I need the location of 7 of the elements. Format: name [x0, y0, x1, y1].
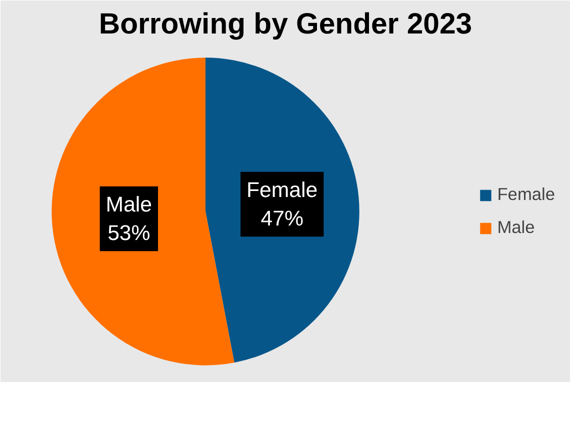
slice-label: Female: [246, 178, 318, 202]
chart-title: Borrowing by Gender 2023: [98, 8, 472, 40]
data-label: 47%: [260, 206, 304, 231]
data-label: 53%: [108, 221, 150, 246]
legend-label: Male: [497, 217, 535, 238]
legend-label: Female: [497, 184, 555, 205]
slice-label: Male: [106, 192, 152, 216]
